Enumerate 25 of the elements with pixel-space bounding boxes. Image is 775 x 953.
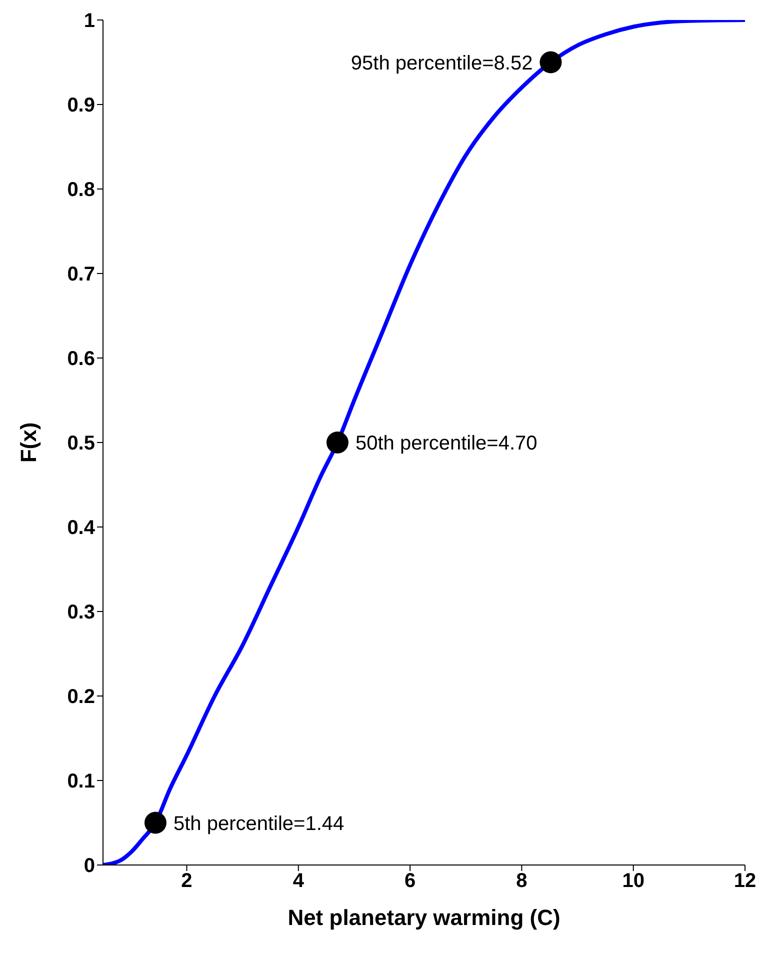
y-tick-label: 0.5 <box>67 432 95 455</box>
y-tick-label: 0.9 <box>67 94 95 117</box>
point <box>144 812 166 834</box>
y-tick-label: 0.3 <box>67 602 95 624</box>
x-tick-label: 6 <box>404 870 416 892</box>
y-tick-label: 0.6 <box>67 348 95 370</box>
y-tick-label: 1 <box>84 10 95 32</box>
y-tick-label: 0.4 <box>67 517 96 540</box>
point <box>540 51 562 74</box>
x-tick-label: 8 <box>516 870 528 892</box>
y-tick-label: 0.7 <box>67 264 95 286</box>
point <box>326 432 348 454</box>
annotation: 50th percentile=4.70 <box>355 432 538 455</box>
x-tick-label: 2 <box>181 870 192 892</box>
x-tick-label: 12 <box>734 870 756 892</box>
y-axis-title: F(x) <box>16 422 41 463</box>
y-tick-label: 0 <box>84 855 95 878</box>
annotation: 5th percentile=1.44 <box>173 812 344 835</box>
y-tick-label: 0.2 <box>67 686 95 708</box>
x-tick-label: 10 <box>622 870 644 892</box>
x-axis-title: Net planetary warming (C) <box>288 905 560 930</box>
y-tick-label: 0.1 <box>67 770 95 793</box>
annotation: 95th percentile=8.52 <box>350 52 533 74</box>
x-tick-label: 4 <box>292 870 305 892</box>
y-tick-label: 0.8 <box>67 179 95 202</box>
